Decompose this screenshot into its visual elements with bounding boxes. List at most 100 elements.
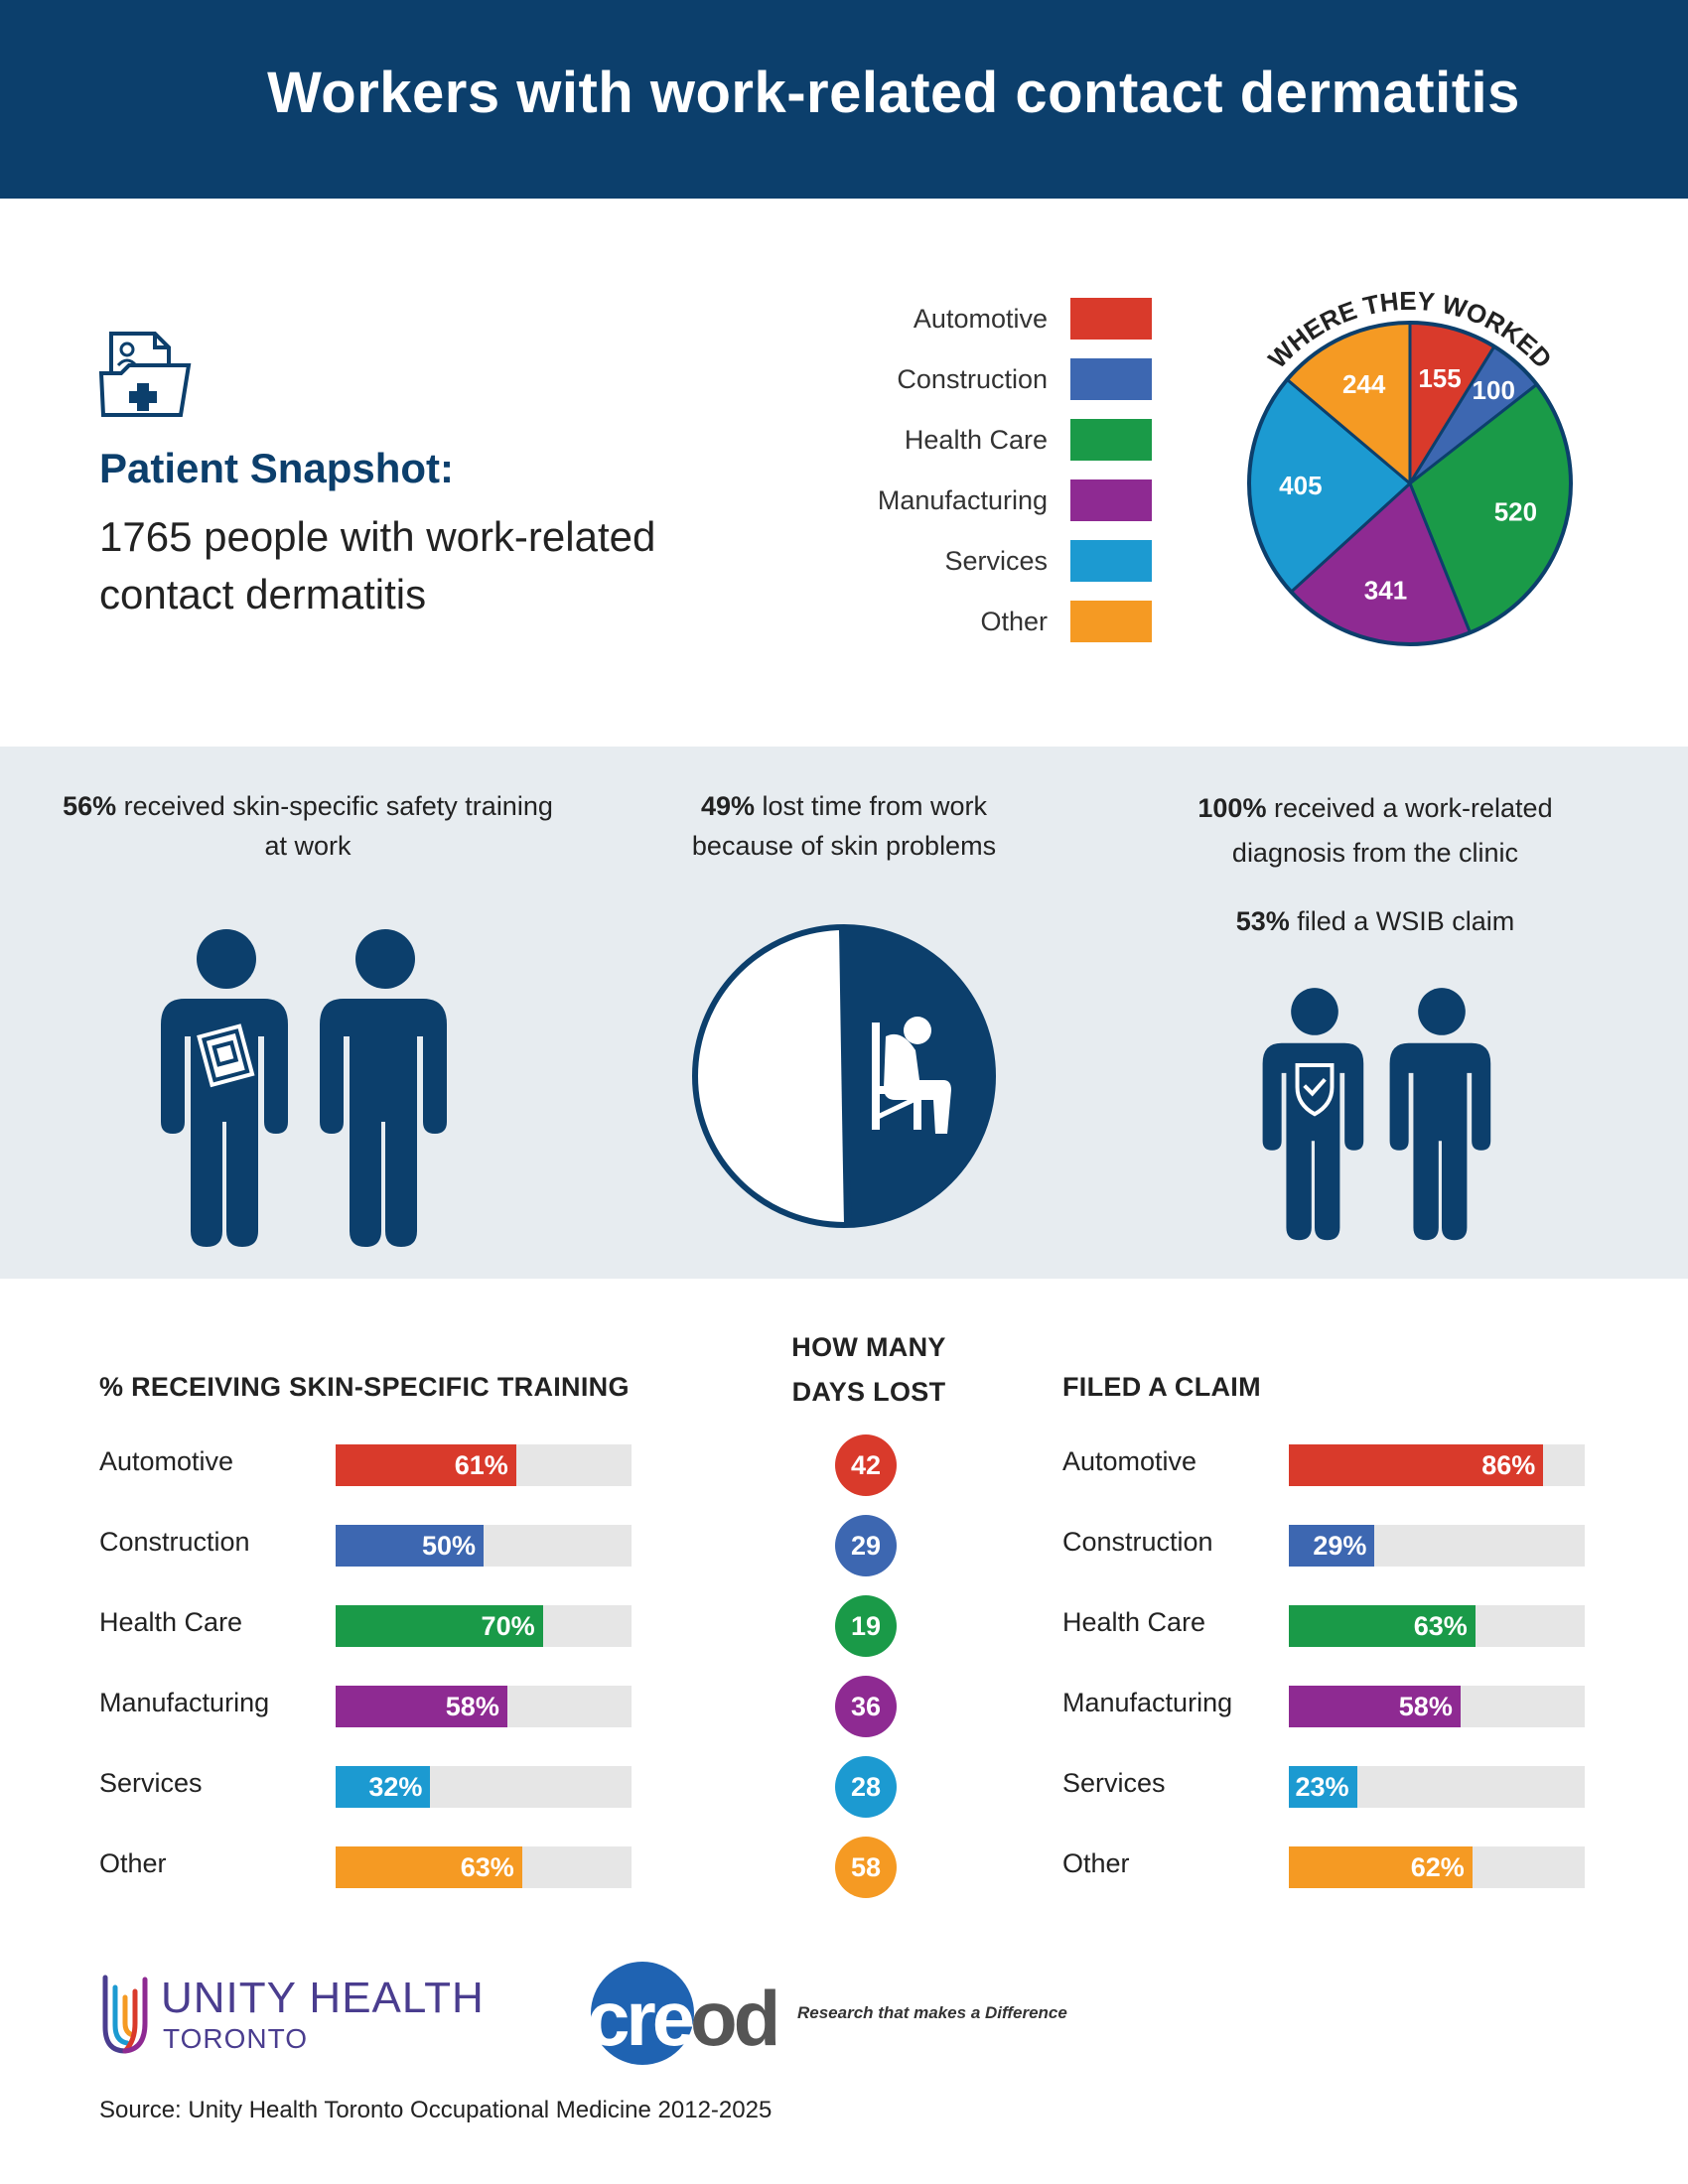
- stat-wsib: 53% filed a WSIB claim: [1152, 901, 1599, 941]
- medical-folder-icon: [98, 332, 192, 417]
- training-label-services: Services: [99, 1768, 203, 1798]
- training-label-automotive: Automotive: [99, 1446, 234, 1476]
- claim-label-other: Other: [1062, 1848, 1130, 1878]
- training-bar-manufacturing: 58%: [336, 1686, 507, 1727]
- days-lost-health-care: 19: [835, 1595, 897, 1657]
- stat-lost-time-text: lost time from work because of skin prob…: [691, 791, 997, 861]
- creod-wordmark: cre od: [587, 1962, 779, 2065]
- legend-label: Automotive: [913, 304, 1048, 334]
- svg-text:od: od: [690, 1975, 776, 2062]
- page-title: Workers with work-related contact dermat…: [267, 61, 1520, 125]
- claim-track-services: 23%: [1289, 1766, 1585, 1808]
- claim-label-services: Services: [1062, 1768, 1166, 1798]
- days-lost-manufacturing: 36: [835, 1676, 897, 1737]
- summary-band: 56% received skin-specific safety traini…: [0, 747, 1688, 1279]
- person-icon: [1389, 988, 1491, 1241]
- claim-label-automotive: Automotive: [1062, 1446, 1197, 1476]
- claim-bar-other: 62%: [1289, 1846, 1473, 1888]
- stat-lost-time: 49% lost time from work because of skin …: [655, 786, 1033, 866]
- svg-text:cre: cre: [587, 1975, 693, 2062]
- pie-label-services: 405: [1279, 471, 1322, 500]
- claim-value-services: 23%: [1295, 1772, 1349, 1802]
- claim-bar-services: 23%: [1289, 1766, 1357, 1808]
- person-with-shield-icon: [1262, 988, 1364, 1241]
- stat-wsib-pct: 53%: [1235, 906, 1290, 936]
- header-banner: Workers with work-related contact dermat…: [0, 0, 1688, 199]
- claim-value-construction: 29%: [1313, 1531, 1367, 1561]
- legend-label: Services: [944, 546, 1048, 576]
- claim-bar-health-care: 63%: [1289, 1605, 1476, 1647]
- training-track-manufacturing: 58%: [336, 1686, 632, 1727]
- claim-chart-title: FILED A CLAIM: [1062, 1372, 1261, 1402]
- legend-item-services: Services: [814, 540, 1152, 582]
- claim-label-construction: Construction: [1062, 1527, 1213, 1557]
- unity-health-logo: UNITY HEALTH TORONTO: [99, 1972, 516, 2061]
- pie-outline: [1247, 321, 1573, 646]
- days-lost-services: 28: [835, 1756, 897, 1818]
- stat-diagnosis-pct: 100%: [1197, 793, 1267, 823]
- legend-item-other: Other: [814, 601, 1152, 642]
- training-track-health-care: 70%: [336, 1605, 632, 1647]
- claim-track-manufacturing: 58%: [1289, 1686, 1585, 1727]
- training-bar-other: 63%: [336, 1846, 522, 1888]
- training-bar-health-care: 70%: [336, 1605, 543, 1647]
- stat-lost-time-pct: 49%: [700, 791, 755, 821]
- creod-tagline: Research that makes a Difference: [797, 2003, 1067, 2022]
- stat-training-text: received skin-specific safety training a…: [116, 791, 553, 861]
- legend-item-construction: Construction: [814, 358, 1152, 400]
- claim-label-health-care: Health Care: [1062, 1607, 1206, 1637]
- stat-training-pct: 56%: [63, 791, 117, 821]
- person-with-booklet-icon: [161, 929, 288, 1247]
- claim-track-health-care: 63%: [1289, 1605, 1585, 1647]
- days-lost-title: HOW MANY DAYS LOST: [765, 1325, 973, 1415]
- claim-value-manufacturing: 58%: [1398, 1692, 1453, 1721]
- claim-bar-construction: 29%: [1289, 1525, 1375, 1567]
- training-bar-construction: 50%: [336, 1525, 484, 1567]
- source-note: Source: Unity Health Toronto Occupationa…: [99, 2097, 773, 2123]
- training-label-health-care: Health Care: [99, 1607, 243, 1637]
- legend-label: Other: [980, 607, 1048, 636]
- legend-swatch: [1070, 358, 1152, 400]
- legend-swatch: [1070, 540, 1152, 582]
- snapshot-text: 1765 people with work-related contact de…: [99, 513, 656, 617]
- legend-swatch: [1070, 419, 1152, 461]
- legend-item-health-care: Health Care: [814, 419, 1152, 461]
- training-label-manufacturing: Manufacturing: [99, 1688, 270, 1717]
- training-value-services: 32%: [368, 1772, 423, 1802]
- sitting-distressed-person-icon: [872, 1017, 951, 1134]
- stat-diagnosis: 100% received a work-related diagnosis f…: [1152, 786, 1599, 876]
- pie-label-automotive: 155: [1418, 363, 1461, 393]
- training-track-services: 32%: [336, 1766, 632, 1808]
- days-lost-other: 58: [835, 1837, 897, 1898]
- claim-track-automotive: 86%: [1289, 1444, 1585, 1486]
- training-label-other: Other: [99, 1848, 167, 1878]
- training-track-automotive: 61%: [336, 1444, 632, 1486]
- days-lost-construction: 29: [835, 1515, 897, 1576]
- training-track-other: 63%: [336, 1846, 632, 1888]
- stat-training: 56% received skin-specific safety traini…: [60, 786, 556, 866]
- pie-label-health-care: 520: [1494, 497, 1537, 527]
- training-value-other: 63%: [460, 1852, 514, 1882]
- unity-health-wordmark: UNITY HEALTH: [161, 1974, 485, 2022]
- claim-bar-manufacturing: 58%: [1289, 1686, 1461, 1727]
- claim-bar-automotive: 86%: [1289, 1444, 1544, 1486]
- legend-swatch: [1070, 601, 1152, 642]
- training-track-construction: 50%: [336, 1525, 632, 1567]
- legend-item-manufacturing: Manufacturing: [814, 479, 1152, 521]
- training-value-automotive: 61%: [454, 1450, 508, 1480]
- days-lost-title-line-1: HOW MANY: [791, 1332, 946, 1362]
- claim-value-automotive: 86%: [1481, 1450, 1536, 1480]
- pie-label-other: 244: [1342, 369, 1386, 399]
- unity-health-sub: TORONTO: [163, 2023, 308, 2054]
- claim-track-construction: 29%: [1289, 1525, 1585, 1567]
- snapshot-title: Patient Snapshot:: [99, 445, 455, 491]
- person-icon: [320, 929, 447, 1247]
- days-lost-title-line-2: DAYS LOST: [791, 1377, 946, 1407]
- pie-label-construction: 100: [1473, 375, 1515, 405]
- training-bar-services: 32%: [336, 1766, 431, 1808]
- training-chart-title: % RECEIVING SKIN-SPECIFIC TRAINING: [99, 1372, 630, 1402]
- training-value-manufacturing: 58%: [445, 1692, 499, 1721]
- legend-label: Health Care: [904, 425, 1048, 455]
